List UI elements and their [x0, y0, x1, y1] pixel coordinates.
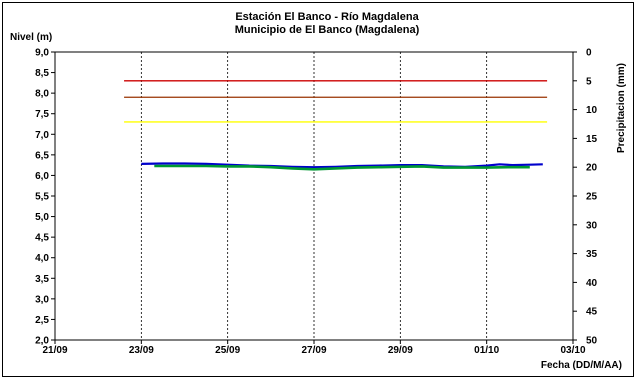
- y-tick-label: 4,0: [35, 253, 49, 264]
- y-tick-label: 6,5: [35, 150, 49, 161]
- y-tick-label: 3,0: [35, 294, 49, 305]
- y-tick-labels: 2,0 2,5 3,0 3,5 4,0 4,5 5,0 5,5 6,0 6,5 7,0 7,5 8,0 8…: [35, 48, 49, 347]
- y2-tick-label: 0: [586, 48, 592, 59]
- series-line: [141, 162, 543, 169]
- y-tick-label: 4,5: [35, 233, 49, 244]
- y2-tick-label: 30: [586, 220, 598, 231]
- y2-axis-label: Precipitacion (mm): [616, 63, 627, 153]
- y2-tick-label: 45: [586, 307, 598, 318]
- x-tick-label: 25/09: [215, 345, 240, 356]
- y-tick-label: 5,5: [35, 192, 49, 203]
- y2-tick-label: 5: [586, 76, 592, 87]
- y-tick-label: 9,0: [35, 48, 49, 59]
- y-tick-label: 2,5: [35, 315, 49, 326]
- y-tick-label: 7,5: [35, 109, 49, 120]
- x-tick-label: 21/09: [42, 345, 67, 356]
- y2-tick-label: 25: [586, 192, 598, 203]
- x-tick-label: 27/09: [301, 345, 326, 356]
- y2-tick-label: 40: [586, 278, 598, 289]
- y-axis-label: Nivel (m): [10, 32, 52, 43]
- y-tick-label: 5,0: [35, 212, 49, 223]
- reference-lines: [124, 80, 548, 123]
- chart-subtitle: Municipio de El Banco (Magdalena): [235, 24, 420, 36]
- data-series: [141, 162, 543, 171]
- x-tick-labels: 21/09 23/09 25/09 27/09 29/09 01/10 03/10: [42, 345, 585, 356]
- x-tick-label: 03/10: [560, 345, 585, 356]
- y2-tick-labels: 0 5 10 15 20 25 30 35 40 45 50: [586, 48, 598, 347]
- x-tick-label: 29/09: [388, 345, 413, 356]
- y2-tick-label: 50: [586, 336, 598, 347]
- series-line: [154, 164, 530, 171]
- y2-tick-label: 35: [586, 249, 598, 260]
- y2-tick-label: 10: [586, 105, 598, 116]
- axes: [51, 51, 577, 344]
- y-tick-label: 7,0: [35, 130, 49, 141]
- y2-tick-label: 20: [586, 163, 598, 174]
- x-axis-label: Fecha (DD/M/AA): [541, 360, 622, 371]
- y-tick-label: 8,0: [35, 89, 49, 100]
- y2-tick-label: 15: [586, 134, 598, 145]
- y-tick-label: 6,0: [35, 171, 49, 182]
- x-tick-label: 23/09: [129, 345, 154, 356]
- y-tick-label: 8,5: [35, 68, 49, 79]
- x-tick-label: 01/10: [474, 345, 499, 356]
- y-tick-label: 3,5: [35, 274, 49, 285]
- chart-title: Estación El Banco - Río Magdalena: [235, 11, 419, 23]
- y-tick-label: 2,0: [35, 336, 49, 347]
- chart-frame: [2, 2, 634, 377]
